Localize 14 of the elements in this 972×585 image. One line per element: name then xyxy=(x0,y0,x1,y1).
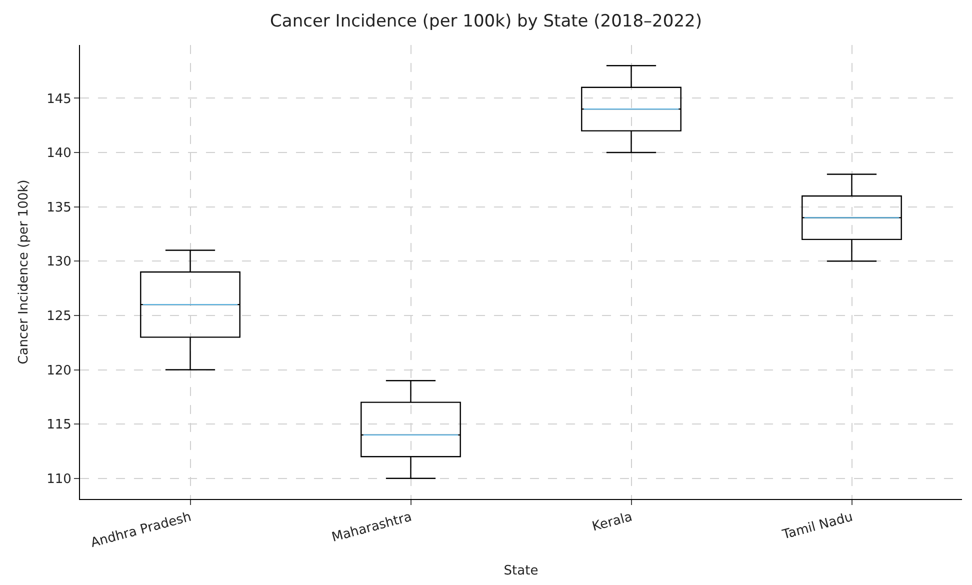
y-tick-label: 125 xyxy=(46,308,72,324)
y-tick-label: 115 xyxy=(46,418,72,433)
y-tick-label: 135 xyxy=(46,200,72,216)
y-tick-label: 110 xyxy=(46,472,72,487)
y-tick-label: 130 xyxy=(46,254,72,270)
y-tick-label: 140 xyxy=(46,146,72,162)
y-tick-label: 145 xyxy=(46,92,72,107)
x-axis-title: State xyxy=(504,564,538,579)
x-tick-label: Tamil Nadu xyxy=(780,510,854,544)
x-tick-label: Kerala xyxy=(590,510,634,535)
x-tick-label: Andhra Pradesh xyxy=(89,510,193,551)
y-tick-label: 120 xyxy=(46,363,72,378)
y-axis-title: Cancer Incidence (per 100k) xyxy=(16,180,32,364)
chart-title: Cancer Incidence (per 100k) by State (2018–2022) xyxy=(270,12,702,32)
